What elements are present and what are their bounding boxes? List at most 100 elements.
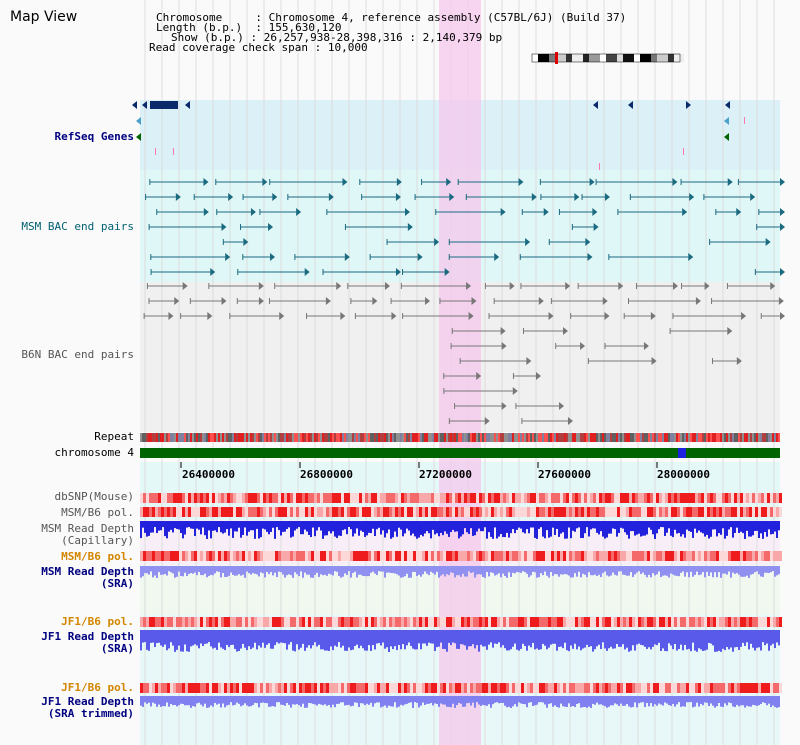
pol-cell	[263, 683, 266, 693]
depth-bar	[592, 521, 594, 529]
pol-cell	[560, 507, 563, 517]
repeat-segment	[368, 433, 370, 442]
pol-cell	[452, 683, 455, 693]
depth-bar	[650, 630, 652, 650]
track-label-b6n-bac[interactable]: B6N BAC end pairs	[21, 348, 134, 361]
depth-bar	[332, 566, 334, 576]
pol-cell	[431, 683, 434, 693]
repeat-segment	[640, 433, 642, 442]
feature-arrow-icon	[270, 253, 276, 261]
pol-cell	[281, 551, 284, 561]
repeat-segment	[150, 433, 152, 442]
depth-bar	[568, 696, 570, 704]
repeat-segment	[434, 433, 436, 442]
depth-bar	[400, 696, 402, 705]
depth-bar	[762, 521, 764, 539]
pol-cell	[569, 551, 572, 561]
depth-bar	[452, 566, 454, 574]
depth-bar	[644, 566, 646, 575]
repeat-segment	[250, 433, 252, 442]
pol-cell	[155, 617, 158, 627]
pol-cell	[617, 493, 620, 503]
pol-cell	[515, 551, 518, 561]
depth-bar	[610, 696, 612, 706]
pol-cell	[206, 683, 209, 693]
pol-cell	[692, 507, 695, 517]
chromosome-ideogram[interactable]	[530, 52, 684, 64]
track-label-msm-b6-pol-2[interactable]: MSM/B6 pol.	[61, 550, 134, 563]
pol-cell	[593, 617, 596, 627]
pol-cell	[233, 683, 236, 693]
pol-cell	[173, 683, 176, 693]
track-label-jf1-b6-pol-2[interactable]: JF1/B6 pol.	[61, 681, 134, 694]
track-label-repeat[interactable]: Repeat	[94, 430, 134, 443]
depth-bar	[526, 521, 528, 530]
feature-arrow-icon	[704, 282, 710, 290]
depth-bar	[630, 696, 632, 708]
depth-bar	[770, 696, 772, 708]
depth-bar	[384, 696, 386, 706]
depth-bar	[698, 630, 700, 649]
pol-cell	[290, 493, 293, 503]
pol-cell	[293, 551, 296, 561]
depth-bar	[778, 566, 780, 575]
depth-bar	[708, 521, 710, 539]
pol-cell	[644, 551, 647, 561]
pol-cell	[671, 551, 674, 561]
depth-bar	[734, 521, 736, 533]
depth-bar	[346, 696, 348, 706]
track-label-msm-cap-1[interactable]: MSM Read Depth	[41, 522, 134, 535]
track-label-dbsnp[interactable]: dbSNP(Mouse)	[54, 490, 134, 503]
track-label-chromosome[interactable]: chromosome 4	[54, 446, 134, 459]
pol-cell	[245, 617, 248, 627]
track-label-refseq[interactable]: RefSeq Genes	[54, 130, 134, 143]
track-label-msm-bac[interactable]: MSM BAC end pairs	[21, 220, 134, 233]
pol-cell	[635, 493, 638, 503]
feature-arrow-icon	[538, 297, 544, 305]
pol-cell	[341, 683, 344, 693]
pol-cell	[725, 507, 728, 517]
repeat-segment	[698, 433, 700, 442]
repeat-segment	[416, 433, 418, 442]
depth-bar	[504, 630, 506, 649]
depth-bar	[210, 521, 212, 539]
depth-bar	[756, 566, 758, 572]
pol-cell	[599, 493, 602, 503]
depth-bar	[192, 521, 194, 529]
pol-cell	[482, 507, 485, 517]
pol-cell	[275, 507, 278, 517]
depth-bar	[338, 696, 340, 704]
track-label-jf1-b6-pol-1[interactable]: JF1/B6 pol.	[61, 615, 134, 628]
depth-bar	[734, 696, 736, 708]
pol-cell	[764, 551, 767, 561]
depth-bar	[606, 630, 608, 651]
repeat-segment	[158, 433, 160, 442]
track-label-jf1-sra-1[interactable]: JF1 Read Depth	[41, 630, 134, 643]
depth-bar	[700, 521, 702, 533]
depth-bar	[192, 696, 194, 707]
depth-bar	[468, 521, 470, 534]
pol-cell	[323, 683, 326, 693]
depth-bar	[622, 630, 624, 645]
track-label-msm-sra-1[interactable]: MSM Read Depth	[41, 565, 134, 578]
repeat-segment	[290, 433, 292, 442]
pol-cell	[272, 617, 275, 627]
depth-bar	[496, 630, 498, 644]
pol-cell	[485, 617, 488, 627]
pol-cell	[410, 507, 413, 517]
pol-cell	[545, 507, 548, 517]
depth-bar	[194, 566, 196, 573]
depth-bar	[476, 696, 478, 703]
pol-cell	[518, 493, 521, 503]
depth-bar	[444, 566, 446, 577]
feature-arrow-icon	[501, 402, 507, 410]
pol-cell	[530, 493, 533, 503]
depth-bar	[150, 696, 152, 707]
pol-cell	[689, 551, 692, 561]
pol-cell	[761, 683, 764, 693]
track-label-msm-b6-pol-1[interactable]: MSM/B6 pol.	[61, 506, 134, 519]
pol-cell	[365, 507, 368, 517]
track-label-jf1-trim-1[interactable]: JF1 Read Depth	[41, 695, 134, 708]
depth-bar	[690, 566, 692, 572]
